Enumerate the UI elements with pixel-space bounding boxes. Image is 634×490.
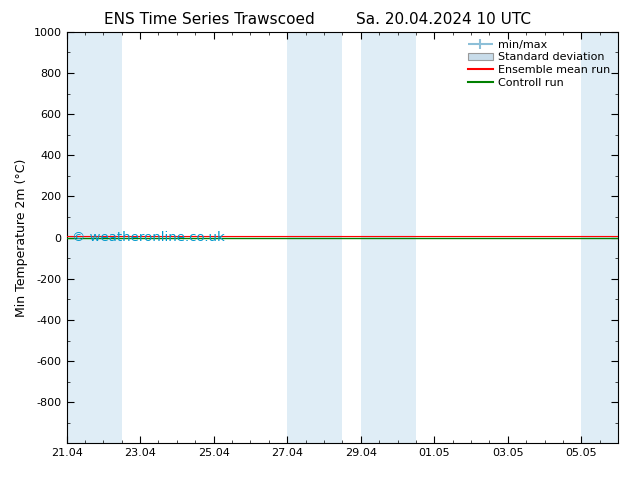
- Bar: [581, 32, 618, 443]
- Bar: [361, 32, 416, 443]
- Text: ENS Time Series Trawscoed: ENS Time Series Trawscoed: [104, 12, 314, 27]
- Y-axis label: Min Temperature 2m (°C): Min Temperature 2m (°C): [15, 158, 28, 317]
- Bar: [287, 32, 342, 443]
- Bar: [67, 32, 122, 443]
- Text: © weatheronline.co.uk: © weatheronline.co.uk: [72, 231, 225, 244]
- Text: Sa. 20.04.2024 10 UTC: Sa. 20.04.2024 10 UTC: [356, 12, 531, 27]
- Legend: min/max, Standard deviation, Ensemble mean run, Controll run: min/max, Standard deviation, Ensemble me…: [466, 37, 612, 90]
